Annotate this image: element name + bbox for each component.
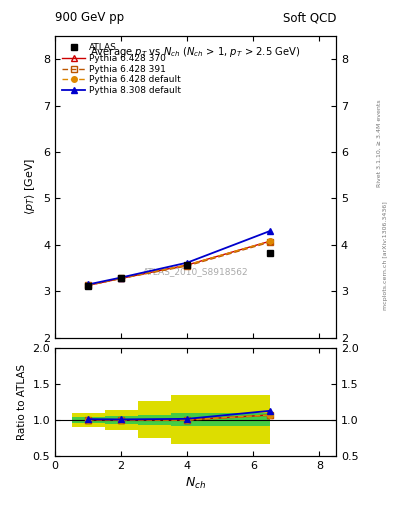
X-axis label: $N_{ch}$: $N_{ch}$	[185, 476, 206, 491]
Bar	[72, 413, 105, 427]
Bar	[105, 416, 138, 424]
Bar	[171, 413, 270, 426]
Text: 900 GeV pp: 900 GeV pp	[55, 11, 124, 25]
Text: Average $p_T$ vs $N_{ch}$ ($N_{ch}$ > 1, $p_T$ > 2.5 GeV): Average $p_T$ vs $N_{ch}$ ($N_{ch}$ > 1,…	[90, 45, 301, 59]
Y-axis label: Ratio to ATLAS: Ratio to ATLAS	[17, 364, 27, 440]
Bar	[138, 415, 171, 425]
Bar	[171, 395, 270, 444]
Text: ATLAS_2010_S8918562: ATLAS_2010_S8918562	[143, 267, 248, 276]
Y-axis label: $\langle p_T \rangle$ [GeV]: $\langle p_T \rangle$ [GeV]	[24, 158, 37, 216]
Bar	[72, 417, 105, 423]
Bar	[105, 410, 138, 430]
Text: Rivet 3.1.10, ≥ 3.4M events: Rivet 3.1.10, ≥ 3.4M events	[377, 99, 382, 187]
Legend: ATLAS, Pythia 6.428 370, Pythia 6.428 391, Pythia 6.428 default, Pythia 8.308 de: ATLAS, Pythia 6.428 370, Pythia 6.428 39…	[59, 40, 184, 98]
Text: Soft QCD: Soft QCD	[283, 11, 336, 25]
Text: mcplots.cern.ch [arXiv:1306.3436]: mcplots.cern.ch [arXiv:1306.3436]	[383, 202, 387, 310]
Bar	[138, 401, 171, 438]
